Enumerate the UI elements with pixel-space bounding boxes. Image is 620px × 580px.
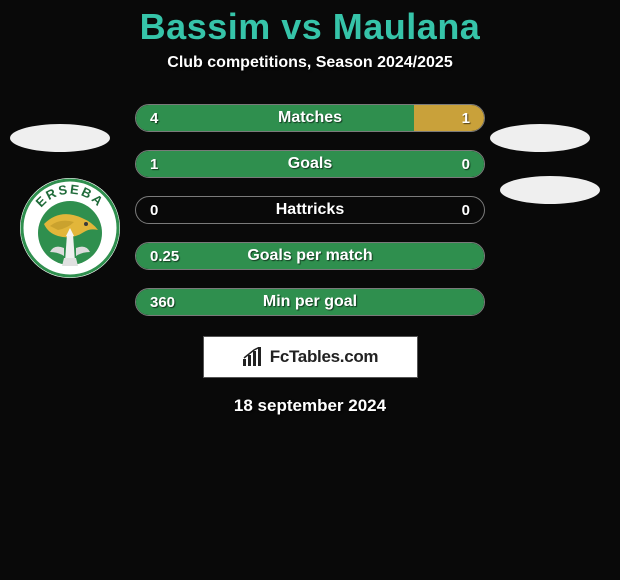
page-root: Bassim vs Maulana Club competitions, Sea… [0,0,620,580]
brand-text: FcTables.com [270,347,379,367]
stat-value-left: 4 [150,105,158,131]
page-title: Bassim vs Maulana [0,6,620,48]
player-badge-right-1 [490,124,590,152]
stat-label: Hattricks [136,197,484,223]
club-crest: ERSEBA [20,178,120,278]
stat-value-left: 360 [150,289,175,315]
player-badge-left [10,124,110,152]
page-subtitle: Club competitions, Season 2024/2025 [0,54,620,72]
stat-value-right: 0 [462,151,470,177]
stat-bar: Goals per match0.25 [135,242,485,270]
stat-value-right: 0 [462,197,470,223]
stat-bar: Min per goal360 [135,288,485,316]
stat-bar: Matches4 1 [135,104,485,132]
brand-chart-icon [242,347,264,367]
stat-value-right: 1 [462,105,470,131]
stat-label: Min per goal [136,289,484,315]
footer-date: 18 september 2024 [0,396,620,416]
club-crest-icon: ERSEBA [20,178,120,278]
stat-label: Matches [136,105,484,131]
stat-value-left: 0.25 [150,243,179,269]
stat-label: Goals [136,151,484,177]
brand-box[interactable]: FcTables.com [203,336,418,378]
stats-bars: Matches41Goals10Hattricks00Goals per mat… [135,104,485,316]
stat-value-left: 0 [150,197,158,223]
stat-bar: Hattricks0 0 [135,196,485,224]
player-badge-right-2 [500,176,600,204]
stat-label: Goals per match [136,243,484,269]
stat-value-left: 1 [150,151,158,177]
stat-bar: Goals1 0 [135,150,485,178]
